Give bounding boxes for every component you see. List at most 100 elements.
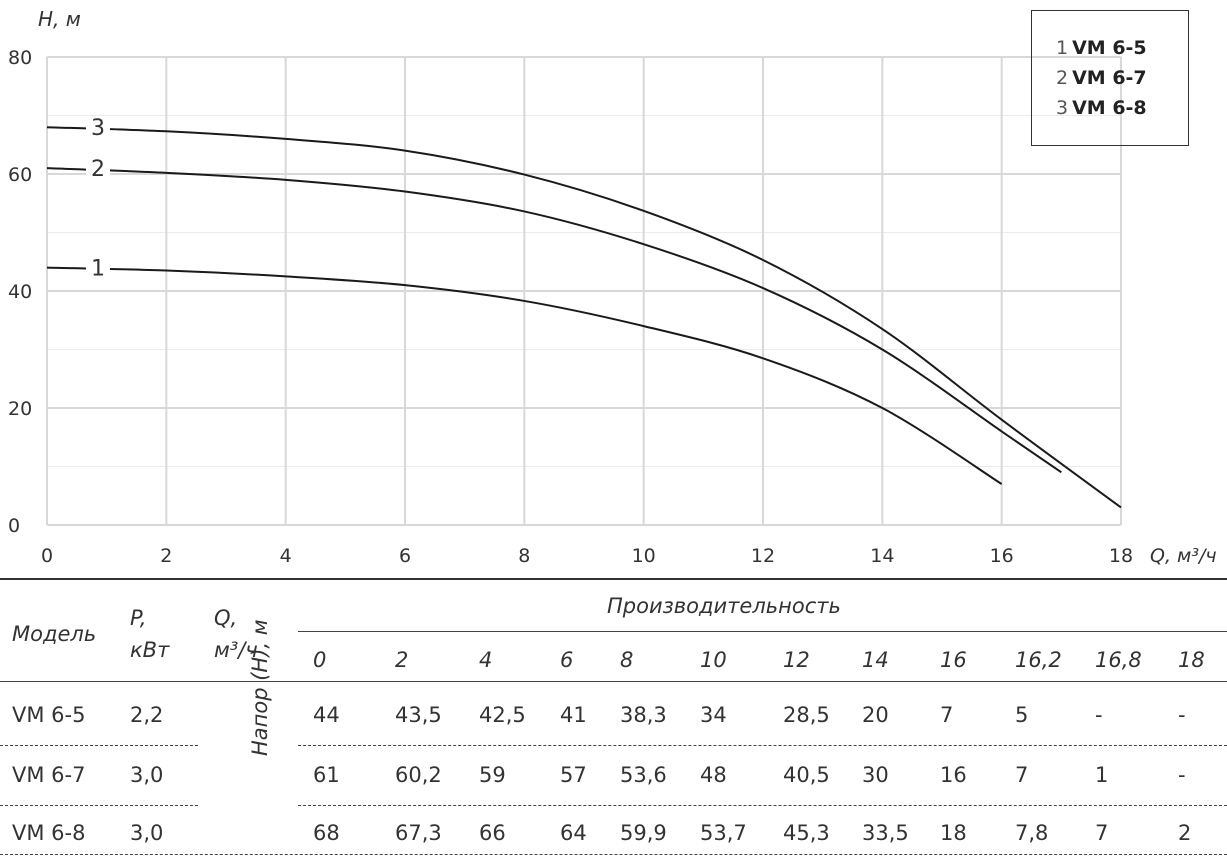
- row-divider: [0, 745, 198, 746]
- series-line: [46, 126, 1122, 509]
- flow-header-cell: 18: [1178, 648, 1205, 672]
- head-value-cell: 53,6: [620, 763, 667, 787]
- power-cell: 3,0: [130, 763, 164, 787]
- y-axis-label: H, м: [38, 7, 81, 31]
- head-value-cell: 41: [560, 703, 587, 727]
- head-value-cell: 53,7: [700, 821, 747, 845]
- y-tick-label: 0: [8, 515, 20, 537]
- flow-header-cell: 12: [783, 648, 810, 672]
- chart-legend: 1 VM 6-5 2 VM 6-7 3 VM 6-8: [1031, 10, 1189, 146]
- head-value-cell: -: [1095, 703, 1103, 727]
- head-value-cell: -: [1178, 703, 1186, 727]
- row-divider: [0, 805, 198, 806]
- power-cell: 3,0: [130, 821, 164, 845]
- x-tick-label: 0: [41, 545, 53, 567]
- group-header: Производительность: [607, 594, 841, 618]
- head-value-cell: 1: [1095, 763, 1109, 787]
- head-value-cell: 33,5: [862, 821, 909, 845]
- y-tick-label: 80: [8, 47, 32, 69]
- head-value-cell: 20: [862, 703, 889, 727]
- y-tick-label: 40: [8, 281, 32, 303]
- head-value-cell: 40,5: [783, 763, 830, 787]
- legend-item: 3 VM 6-8: [1056, 97, 1147, 119]
- flow-header-cell: 0: [313, 648, 327, 672]
- x-axis-label: Q, м³/ч: [1150, 545, 1217, 567]
- table-top-rule: [0, 578, 1227, 580]
- model-header: Модель: [12, 622, 97, 646]
- head-value-cell: 7: [1095, 821, 1109, 845]
- flow-header-cell: 16,2: [1015, 648, 1062, 672]
- head-value-cell: 68: [313, 821, 340, 845]
- x-tick-label: 12: [751, 545, 775, 567]
- model-cell: VM 6-7: [12, 763, 86, 787]
- head-label: Напор (H), м: [248, 619, 272, 756]
- head-value-cell: -: [1178, 763, 1186, 787]
- x-tick-label: 14: [870, 545, 894, 567]
- flow-header-cell: 14: [862, 648, 889, 672]
- head-value-cell: 38,3: [620, 703, 667, 727]
- flow-header-cell: 2: [395, 648, 409, 672]
- model-cell: VM 6-5: [12, 703, 86, 727]
- x-tick-label: 10: [632, 545, 656, 567]
- series-number-label: 2: [91, 157, 105, 182]
- x-tick-label: 16: [990, 545, 1014, 567]
- y-tick-label: 60: [8, 164, 32, 186]
- table-bottom-rule: [0, 854, 1227, 855]
- flow-unit: м³/ч: [214, 638, 258, 662]
- head-value-cell: 28,5: [783, 703, 830, 727]
- head-value-cell: 7: [940, 703, 954, 727]
- power-header: P,: [130, 606, 147, 630]
- x-tick-label: 6: [399, 545, 411, 567]
- head-value-cell: 43,5: [395, 703, 442, 727]
- legend-item: 2 VM 6-7: [1056, 67, 1147, 89]
- flow-header-cell: 6: [560, 648, 574, 672]
- series-line: [46, 266, 1003, 485]
- flow-header: Q,: [214, 606, 238, 630]
- legend-item: 1 VM 6-5: [1056, 37, 1147, 59]
- series-number-label: 1: [91, 257, 105, 282]
- head-value-cell: 7: [1015, 763, 1029, 787]
- head-value-cell: 60,2: [395, 763, 442, 787]
- performance-table: Модель P, кВт Q, м³/ч Производительность…: [0, 578, 1227, 859]
- head-value-cell: 45,3: [783, 821, 830, 845]
- series-line: [46, 167, 1062, 474]
- row-divider: [298, 805, 1227, 806]
- head-value-cell: 48: [700, 763, 727, 787]
- head-value-cell: 67,3: [395, 821, 442, 845]
- power-unit: кВт: [130, 638, 170, 662]
- head-value-cell: 59: [479, 763, 506, 787]
- group-rule: [298, 631, 1227, 632]
- row-divider: [298, 745, 1227, 746]
- power-cell: 2,2: [130, 703, 164, 727]
- head-value-cell: 5: [1015, 703, 1029, 727]
- series-label-halo: [86, 116, 110, 139]
- series-number-label: 3: [91, 116, 105, 141]
- head-value-cell: 42,5: [479, 703, 526, 727]
- x-tick-label: 8: [518, 545, 530, 567]
- head-value-cell: 57: [560, 763, 587, 787]
- head-value-cell: 30: [862, 763, 889, 787]
- head-value-cell: 7,8: [1015, 821, 1049, 845]
- flow-header-cell: 4: [479, 648, 493, 672]
- flow-header-cell: 8: [620, 648, 634, 672]
- head-value-cell: 59,9: [620, 821, 667, 845]
- series-label-halo: [86, 157, 110, 180]
- y-tick-label: 20: [8, 398, 32, 420]
- flow-header-cell: 10: [700, 648, 727, 672]
- head-value-cell: 34: [700, 703, 727, 727]
- flow-header-cell: 16: [940, 648, 967, 672]
- x-tick-label: 18: [1109, 545, 1133, 567]
- header-bottom-rule: [0, 681, 1227, 682]
- head-value-cell: 66: [479, 821, 506, 845]
- head-value-cell: 44: [313, 703, 340, 727]
- flow-header-cell: 16,8: [1095, 648, 1142, 672]
- x-tick-label: 2: [160, 545, 172, 567]
- head-value-cell: 18: [940, 821, 967, 845]
- head-value-cell: 2: [1178, 821, 1192, 845]
- head-value-cell: 64: [560, 821, 587, 845]
- model-cell: VM 6-8: [12, 821, 86, 845]
- head-value-cell: 61: [313, 763, 340, 787]
- x-tick-label: 4: [280, 545, 292, 567]
- head-value-cell: 16: [940, 763, 967, 787]
